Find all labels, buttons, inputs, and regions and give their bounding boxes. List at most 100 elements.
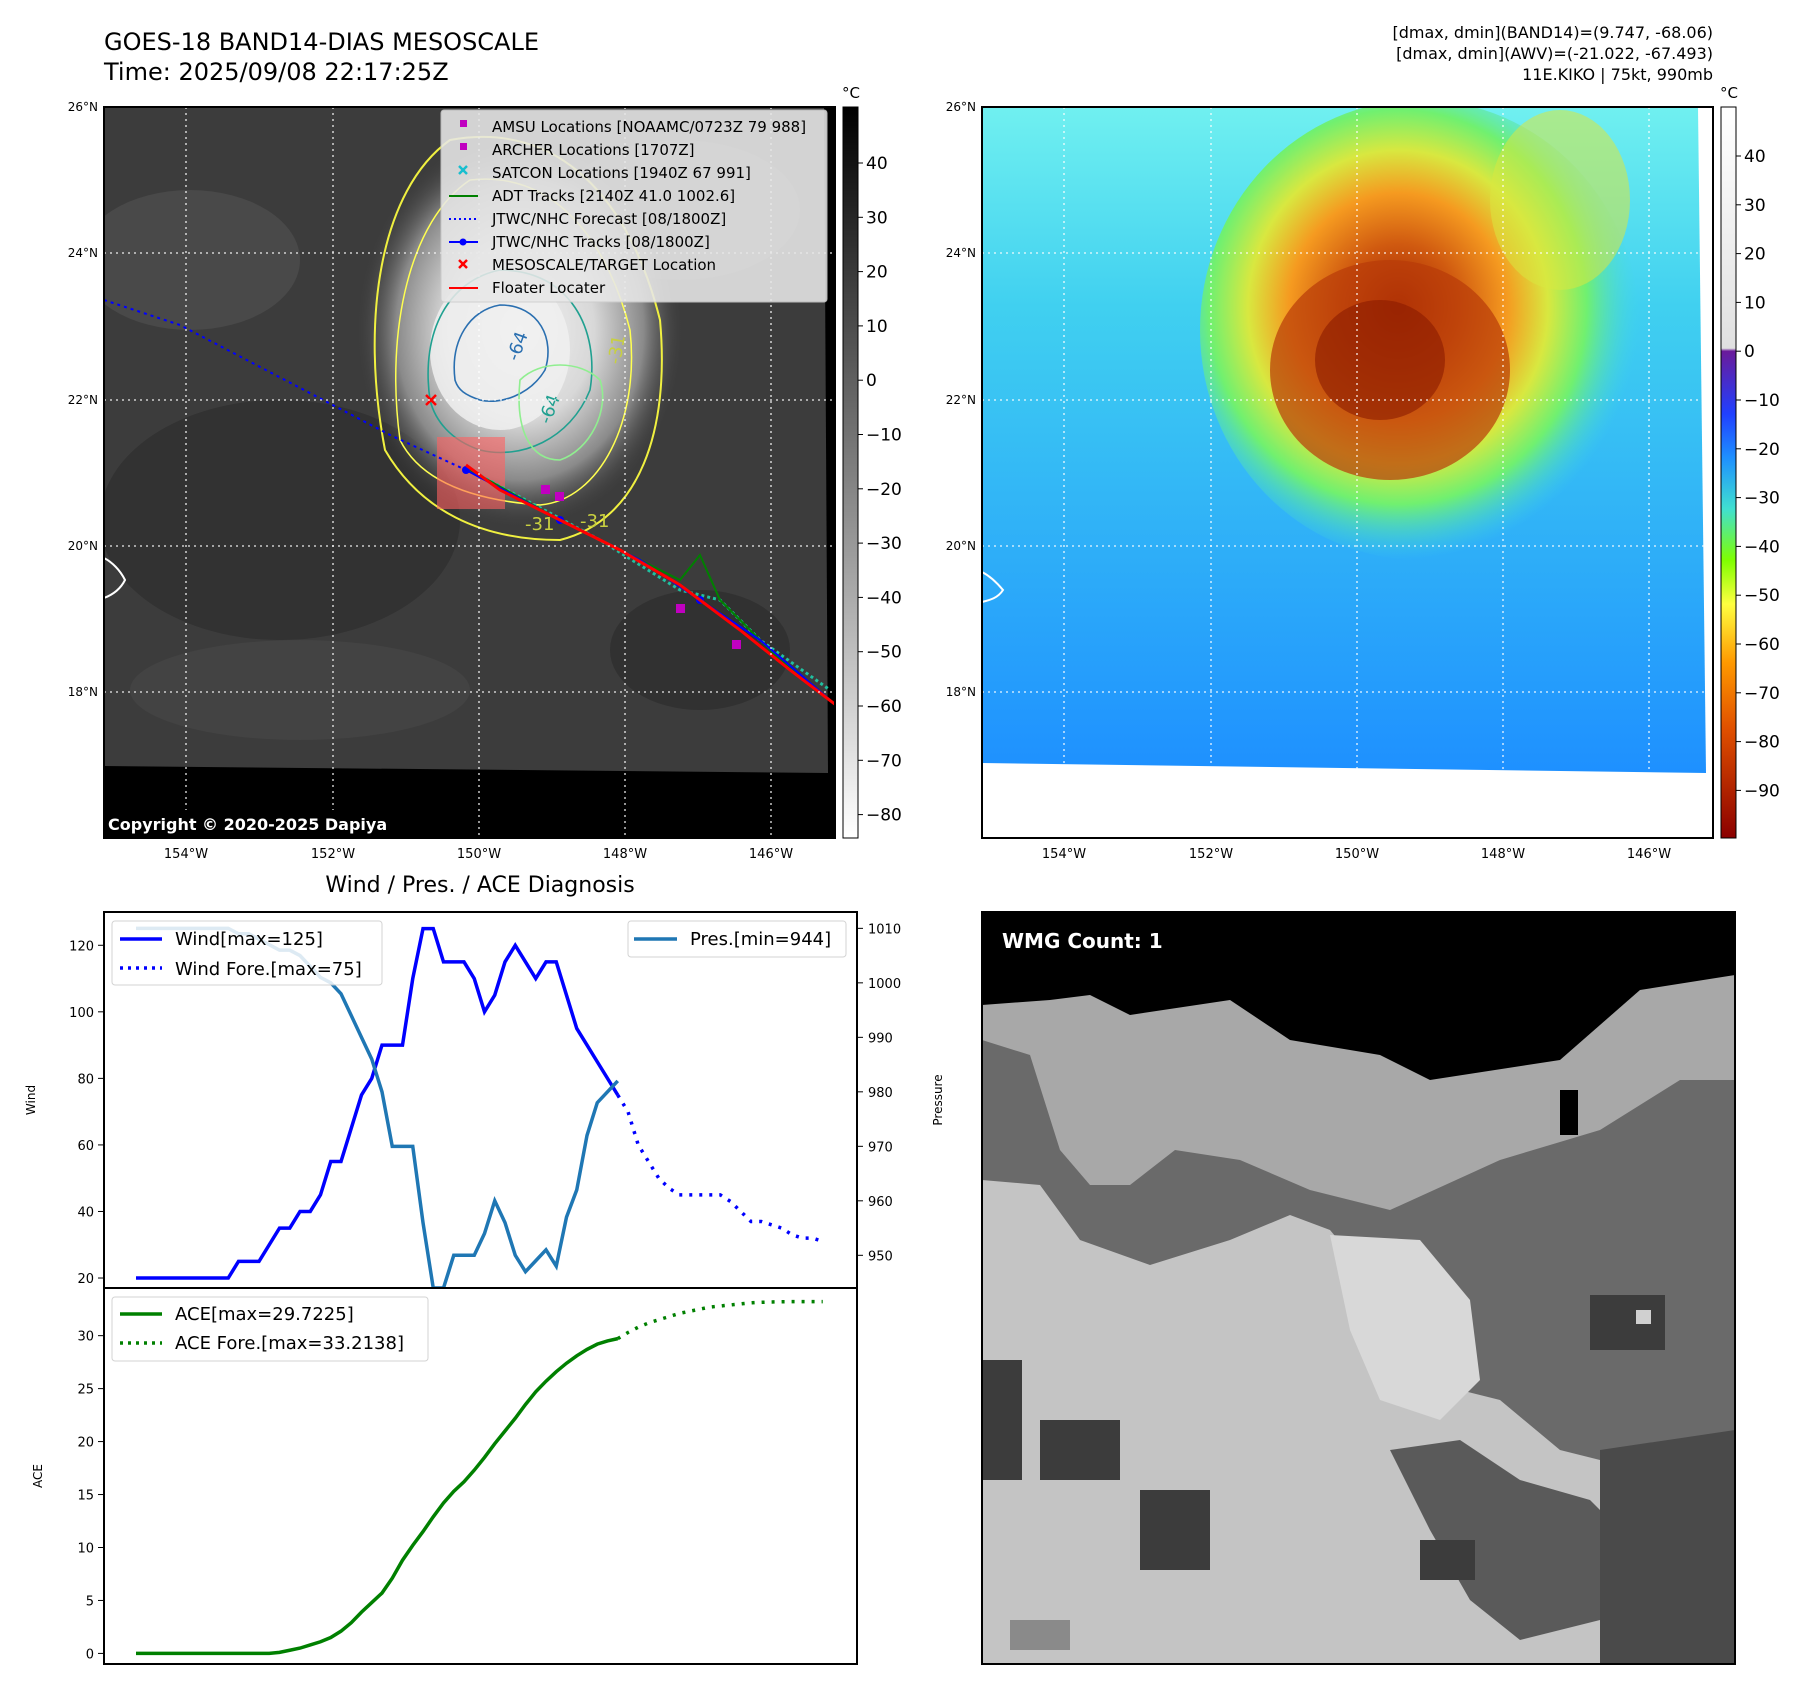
tr-lon-labels: 154°W 152°W 150°W 148°W 146°W <box>1042 847 1671 862</box>
info-band14: [dmax, dmin](BAND14)=(9.747, -68.06) <box>1393 23 1714 42</box>
lon-label: 150°W <box>457 847 501 862</box>
awv-map-panel <box>982 107 1713 838</box>
colorbar-tick-label: 10 <box>1744 293 1766 313</box>
figure-title: GOES-18 BAND14-DIAS MESOSCALE <box>104 28 539 56</box>
wind-axis-label: Wind <box>24 1085 38 1115</box>
lon-label: 152°W <box>311 847 355 862</box>
ace-axis-label: ACE <box>31 1464 45 1488</box>
colorbar-tick-label: −10 <box>1744 391 1780 411</box>
lon-label: 150°W <box>1335 847 1379 862</box>
colorbar-tick-label: −70 <box>1744 684 1780 704</box>
colorbar-tick-label: −80 <box>1744 733 1780 753</box>
colorbar-tick-label: −10 <box>866 426 902 446</box>
pressure-legend: Pres.[min=944] <box>627 920 847 958</box>
lon-label: 146°W <box>749 847 793 862</box>
contour-label: -31 <box>580 511 609 532</box>
lat-label: 22°N <box>946 393 976 407</box>
wmg-count-label: WMG Count: 1 <box>1002 929 1163 953</box>
legend-wind-forecast: Wind Fore.[max=75] <box>175 959 362 980</box>
copyright-text: Copyright © 2020-2025 Dapiya <box>108 815 387 834</box>
gray-colorbar: °C 40 30 20 10 0 −10 −20 −30 −40 −50 −60 −70 −80 <box>842 84 902 839</box>
ace-tick-label: 0 <box>86 1647 94 1662</box>
legend-archer: ARCHER Locations [1707Z] <box>492 141 695 159</box>
lat-label: 24°N <box>946 246 976 260</box>
tl-lat-labels: 26°N 24°N 22°N 20°N 18°N <box>68 100 98 699</box>
ace-tick-label: 5 <box>86 1594 94 1609</box>
lon-label: 152°W <box>1189 847 1233 862</box>
colorbar-tick-label: −50 <box>866 643 902 663</box>
wind-tick-label: 80 <box>77 1072 94 1087</box>
pressure-tick-label: 970 <box>868 1140 893 1155</box>
colorbar-tick-label: 40 <box>1744 147 1766 167</box>
lat-label: 26°N <box>946 100 976 114</box>
wind-tick-label: 20 <box>77 1272 94 1287</box>
colorbar-tick-label: −40 <box>1744 537 1780 557</box>
pressure-tick-label: 1010 <box>868 922 901 937</box>
info-awv: [dmax, dmin](AWV)=(-21.022, -67.493) <box>1396 44 1713 63</box>
lon-label: 148°W <box>1481 847 1525 862</box>
satcon-track <box>469 468 831 692</box>
colorbar-tick-label: 30 <box>866 208 888 228</box>
legend-wind: Wind[max=125] <box>175 929 323 950</box>
contour-label: -31 <box>525 514 554 535</box>
ace-tick-label: 25 <box>77 1383 94 1398</box>
pressure-tick-label: 960 <box>868 1195 893 1210</box>
ace-tick-label: 20 <box>77 1436 94 1451</box>
colorbar-unit: °C <box>842 84 860 102</box>
lat-label: 26°N <box>68 100 98 114</box>
legend-ace-forecast: ACE Fore.[max=33.2138] <box>175 1333 404 1354</box>
lat-label: 20°N <box>68 539 98 553</box>
pressure-tick-label: 950 <box>868 1249 893 1264</box>
ace-tick-label: 15 <box>77 1489 94 1504</box>
series-line-0 <box>136 926 620 1280</box>
lat-label: 18°N <box>68 685 98 699</box>
ace-legend: ACE[max=29.7225] ACE Fore.[max=33.2138] <box>111 1296 429 1362</box>
colorbar-tick-label: 40 <box>866 154 888 174</box>
wind-tick-label: 100 <box>69 1006 94 1021</box>
colorbar-tick-label: −80 <box>866 806 902 826</box>
colorbar-tick-label: 30 <box>1744 196 1766 216</box>
pressure-axis-label: Pressure <box>931 1074 945 1125</box>
legend-pressure: Pres.[min=944] <box>690 929 831 950</box>
colorbar-tick-label: −20 <box>1744 440 1780 460</box>
colorbar-tick-label: −20 <box>866 480 902 500</box>
ace-tick-label: 30 <box>77 1330 94 1345</box>
colorbar-tick-label: −30 <box>1744 489 1780 509</box>
lat-label: 22°N <box>68 393 98 407</box>
floater-track <box>465 463 835 707</box>
legend-target: MESOSCALE/TARGET Location <box>492 256 716 274</box>
legend-forecast: JTWC/NHC Forecast [08/1800Z] <box>491 210 726 228</box>
series-line-1 <box>616 1094 824 1244</box>
colorbar-tick-label: −90 <box>1744 781 1780 801</box>
legend-floater: Floater Locater <box>492 279 606 297</box>
lat-label: 18°N <box>946 685 976 699</box>
colorbar-tick-label: 20 <box>866 263 888 283</box>
legend-satcon: SATCON Locations [1940Z 67 991] <box>492 164 751 182</box>
map-legend: AMSU Locations [NOAAMC/0723Z 79 988] ARC… <box>440 109 828 303</box>
wmg-panel <box>982 912 1735 1664</box>
colorbar-tick-label: −70 <box>866 751 902 771</box>
legend-tracks: JTWC/NHC Tracks [08/1800Z] <box>491 233 710 251</box>
colorbar-tick-label: 0 <box>1744 342 1755 362</box>
tl-lon-labels: 154°W 152°W 150°W 148°W 146°W <box>164 847 793 862</box>
colorbar-unit: °C <box>1720 84 1738 102</box>
tr-lat-labels: 26°N 24°N 22°N 20°N 18°N <box>946 100 976 699</box>
rainbow-colorbar: °C 40 30 20 10 0 −10 −20 −30 −40 −50 −60 −70 −80 −90 <box>1720 84 1780 839</box>
colorbar-tick-label: −60 <box>866 697 902 717</box>
lon-label: 154°W <box>164 847 208 862</box>
ace-series-line-0 <box>136 1336 619 1656</box>
legend-ace: ACE[max=29.7225] <box>175 1304 354 1325</box>
wind-tick-label: 60 <box>77 1139 94 1154</box>
wind-tick-label: 40 <box>77 1205 94 1220</box>
lat-label: 20°N <box>946 539 976 553</box>
colorbar-tick-label: −50 <box>1744 586 1780 606</box>
diagnosis-title: Wind / Pres. / ACE Diagnosis <box>325 873 634 898</box>
legend-amsu: AMSU Locations [NOAAMC/0723Z 79 988] <box>492 118 806 136</box>
ace-tick-label: 10 <box>77 1541 94 1556</box>
info-storm: 11E.KIKO | 75kt, 990mb <box>1522 65 1713 84</box>
wind-legend: Wind[max=125] Wind Fore.[max=75] <box>111 920 383 986</box>
lon-label: 146°W <box>1627 847 1671 862</box>
colorbar-tick-label: −40 <box>866 588 902 608</box>
pressure-tick-label: 990 <box>868 1031 893 1046</box>
lon-label: 148°W <box>603 847 647 862</box>
